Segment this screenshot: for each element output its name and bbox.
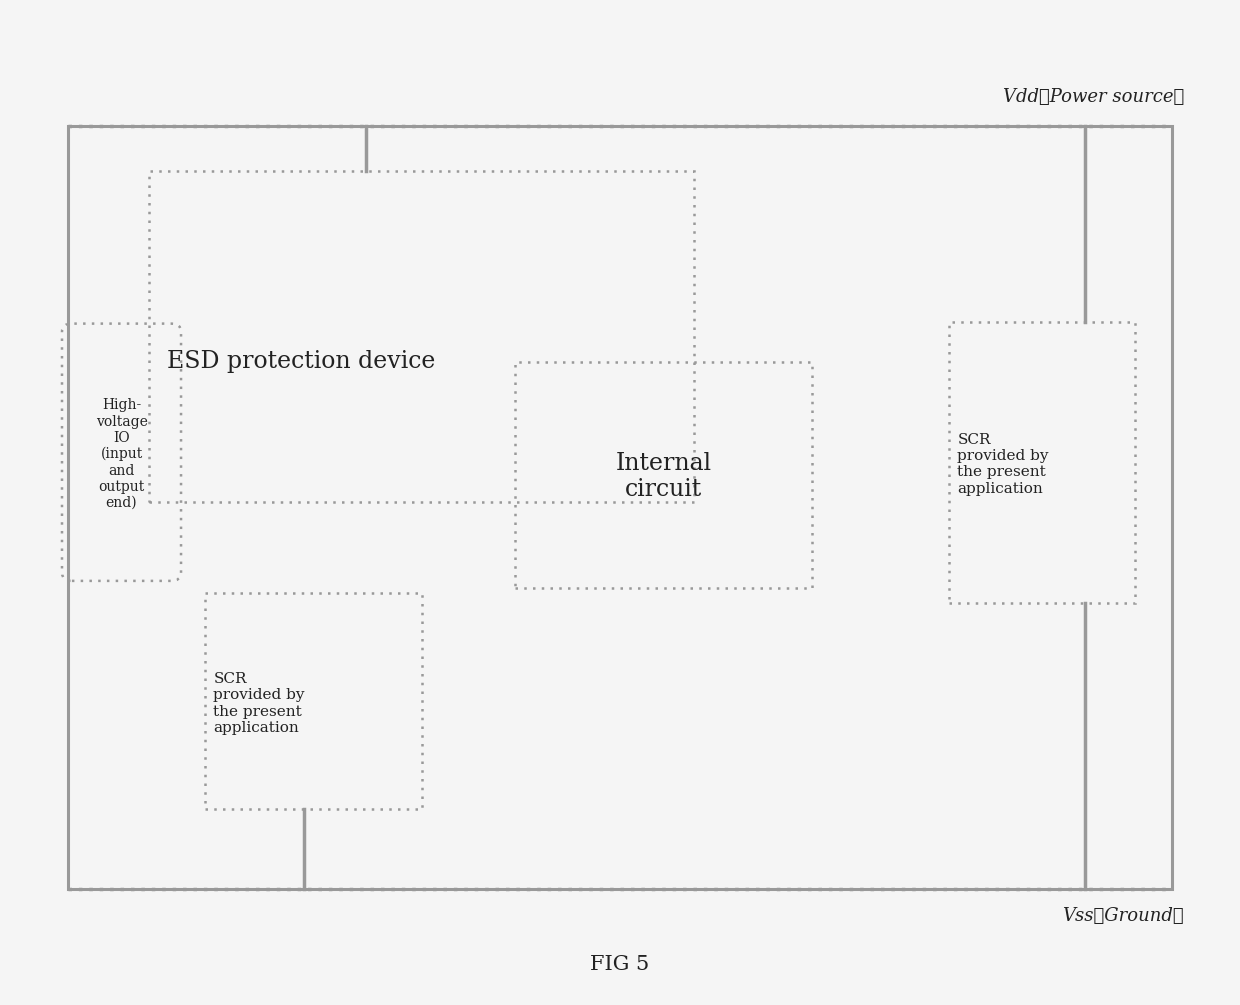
Bar bbox=[205, 593, 422, 809]
Text: SCR
provided by
the present
application: SCR provided by the present application bbox=[957, 433, 1049, 495]
Text: High-
voltage
IO
(input
and
output
end): High- voltage IO (input and output end) bbox=[95, 398, 148, 511]
Text: Vdd（Power source）: Vdd（Power source） bbox=[1003, 87, 1184, 106]
Text: SCR
provided by
the present
application: SCR provided by the present application bbox=[213, 672, 305, 735]
Bar bbox=[949, 322, 1135, 603]
Text: Internal
circuit: Internal circuit bbox=[615, 451, 712, 501]
Bar bbox=[149, 171, 694, 502]
Text: Vss（Ground）: Vss（Ground） bbox=[1063, 907, 1184, 925]
Text: FIG 5: FIG 5 bbox=[590, 956, 650, 974]
Text: ESD protection device: ESD protection device bbox=[167, 351, 435, 373]
Bar bbox=[68, 126, 1172, 889]
Bar bbox=[515, 362, 812, 588]
